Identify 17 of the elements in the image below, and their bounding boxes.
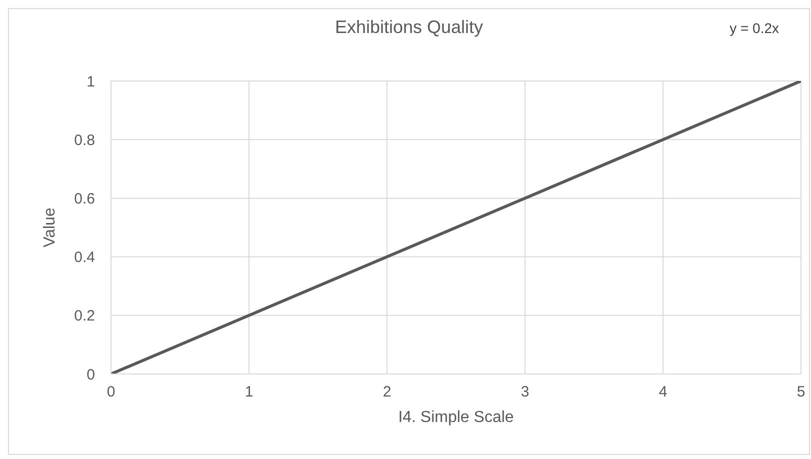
y-axis-title: Value <box>42 208 59 248</box>
line-series <box>111 81 801 374</box>
x-tick-label: 2 <box>382 384 392 401</box>
y-tick-label: 0.6 <box>74 190 95 208</box>
text: y = 0.2x <box>730 20 779 36</box>
y-tick-label: 0.4 <box>74 249 95 266</box>
y-tick-label: 0 <box>86 366 95 384</box>
y-tick-label: 1 <box>86 73 95 90</box>
y-tick-label: 0.8 <box>74 132 95 149</box>
x-tick-label: 4 <box>658 384 668 401</box>
y-tick-label: 0.2 <box>74 308 95 325</box>
x-axis-title: I4. Simple Scale <box>398 409 514 426</box>
x-tick-label: 5 <box>796 384 806 401</box>
chart-title: Exhibitions Quality <box>334 17 484 37</box>
x-tick-label: 0 <box>106 384 116 401</box>
x-tick-label: 1 <box>244 384 254 401</box>
x-tick-label: 3 <box>520 384 530 401</box>
